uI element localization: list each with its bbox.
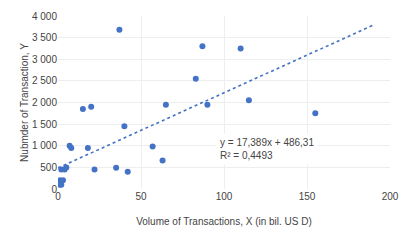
svg-text:3 000: 3 000 [32, 54, 57, 65]
svg-text:1 000: 1 000 [32, 140, 57, 151]
svg-text:100: 100 [216, 191, 233, 202]
svg-text:Nubmder of Transaction, Y: Nubmder of Transaction, Y [19, 43, 30, 162]
svg-text:2 500: 2 500 [32, 75, 57, 86]
svg-text:150: 150 [299, 191, 316, 202]
svg-text:y = 17,389x + 486,31R² = 0,449: y = 17,389x + 486,31R² = 0,4493 [220, 137, 314, 161]
svg-text:2 000: 2 000 [32, 97, 57, 108]
svg-text:0: 0 [55, 191, 61, 202]
svg-text:50: 50 [135, 191, 147, 202]
svg-text:1 500: 1 500 [32, 119, 57, 130]
svg-text:Volume of Transactions, X (in: Volume of Transactions, X (in bil. US D) [136, 216, 312, 227]
svg-text:3 500: 3 500 [32, 32, 57, 43]
svg-text:500: 500 [40, 162, 57, 173]
svg-text:4 000: 4 000 [32, 11, 57, 22]
svg-text:200: 200 [382, 191, 399, 202]
svg-text:0: 0 [51, 184, 57, 195]
